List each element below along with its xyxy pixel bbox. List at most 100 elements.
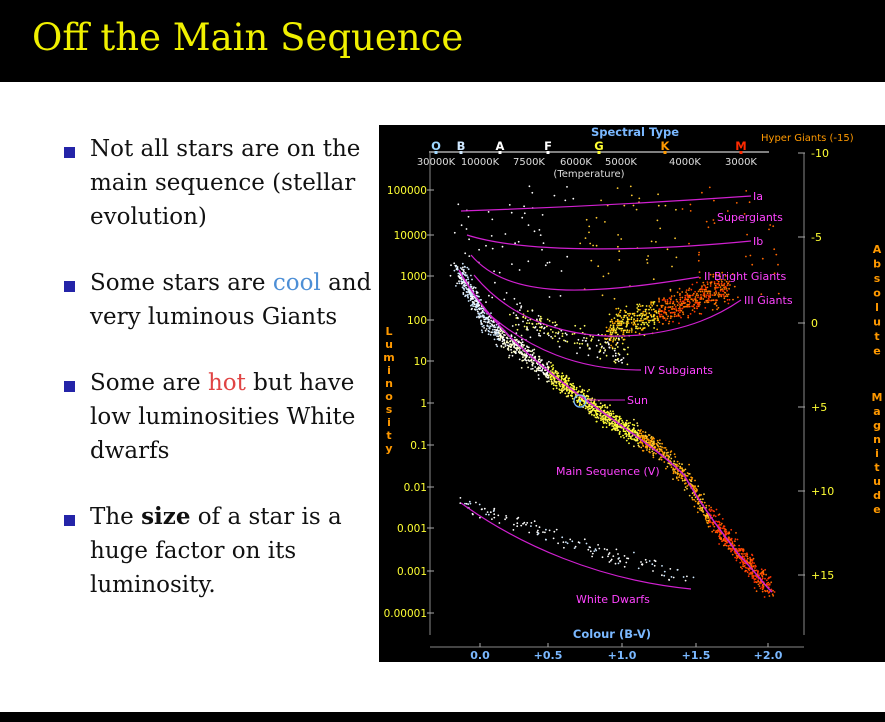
star-dot <box>562 384 564 386</box>
star-dot <box>703 295 706 298</box>
star-dot <box>688 305 691 308</box>
star-dot <box>684 296 687 299</box>
star-dot <box>606 548 608 551</box>
star-dot <box>759 572 762 575</box>
star-dot <box>665 454 668 457</box>
star-dot <box>672 467 675 470</box>
star-dot <box>507 341 509 344</box>
star-dot <box>555 332 557 334</box>
star-dot <box>618 315 620 317</box>
star-dot <box>551 321 554 324</box>
star-dot <box>587 395 590 398</box>
star-dot <box>652 570 654 572</box>
star-dot <box>515 314 518 317</box>
star-dot <box>680 302 683 305</box>
star-dot <box>702 298 705 300</box>
star-dot <box>467 278 470 281</box>
star-dot <box>575 386 578 389</box>
star-dot <box>553 384 555 386</box>
star-dot <box>713 303 716 305</box>
star-dot <box>653 301 656 303</box>
star-dot <box>450 264 452 267</box>
star-dot <box>491 218 494 221</box>
star-dot <box>483 316 486 319</box>
temperature-label: 5000K <box>605 157 637 168</box>
star-dot <box>657 445 660 448</box>
star-dot <box>581 388 584 391</box>
star-dot <box>614 354 617 357</box>
star-dot <box>762 583 764 586</box>
sun-circle-icon <box>573 394 587 408</box>
star-dot <box>744 553 746 555</box>
star-dot <box>616 346 619 348</box>
star-dot <box>561 372 564 375</box>
star-dot <box>689 203 692 206</box>
star-dot <box>659 308 661 311</box>
star-dot <box>679 465 682 468</box>
star-dot <box>633 314 636 317</box>
star-dot <box>648 560 651 562</box>
star-dot <box>497 514 500 517</box>
star-dot <box>687 294 690 297</box>
star-dot <box>590 411 592 414</box>
star-dot <box>678 287 681 290</box>
star-dot <box>503 298 506 301</box>
star-dot <box>547 334 550 337</box>
star-dot <box>644 308 647 311</box>
star-dot <box>657 441 660 444</box>
star-dot <box>656 315 659 318</box>
star-dot <box>615 417 618 419</box>
star-dot <box>740 558 743 561</box>
star-dot <box>562 378 565 381</box>
star-dot <box>720 293 722 296</box>
star-dot <box>648 312 651 315</box>
star-dot <box>612 355 614 357</box>
star-dot <box>691 283 694 286</box>
luminosity-tick-labels: 1000001000010001001010.10.010.0010.0010.… <box>384 185 434 620</box>
star-dot <box>475 501 477 504</box>
star-dot <box>508 356 510 359</box>
star-dot <box>696 292 698 295</box>
star-dot <box>643 439 645 441</box>
star-dot <box>603 404 606 407</box>
star-dot <box>731 553 734 556</box>
star-dot <box>753 581 756 583</box>
star-dot <box>537 369 540 372</box>
star-dot <box>625 311 627 314</box>
star-dot <box>551 371 554 374</box>
star-dot <box>681 463 683 466</box>
star-dot <box>641 442 644 445</box>
star-dot <box>550 328 552 331</box>
star-dot <box>499 336 502 339</box>
star-dot <box>617 307 620 310</box>
star-dot <box>752 557 755 560</box>
star-dot <box>580 391 583 394</box>
star-dot <box>670 297 672 299</box>
star-dot <box>493 338 496 341</box>
star-dot <box>485 513 487 516</box>
star-dot <box>661 442 663 445</box>
star-dot <box>651 563 654 566</box>
star-dot <box>581 339 584 342</box>
magnitude-axis-letter: n <box>873 433 881 446</box>
bullet-item: Not all stars are on the main sequence (… <box>62 132 372 234</box>
star-dot <box>660 306 663 308</box>
star-dot <box>642 434 645 437</box>
star-dot <box>725 288 728 290</box>
star-dot <box>542 242 545 244</box>
star-dot <box>541 214 544 216</box>
star-dot <box>482 314 485 317</box>
star-dot <box>672 470 675 473</box>
star-dot <box>606 420 609 423</box>
star-dot <box>717 286 719 289</box>
star-dot <box>709 525 712 528</box>
star-dot <box>539 329 541 332</box>
star-dot <box>651 444 653 446</box>
star-dot <box>669 568 672 570</box>
star-dot <box>723 527 726 530</box>
star-dot <box>691 305 693 308</box>
star-dot <box>561 536 564 539</box>
star-dot <box>743 565 745 568</box>
star-dot <box>468 291 470 294</box>
